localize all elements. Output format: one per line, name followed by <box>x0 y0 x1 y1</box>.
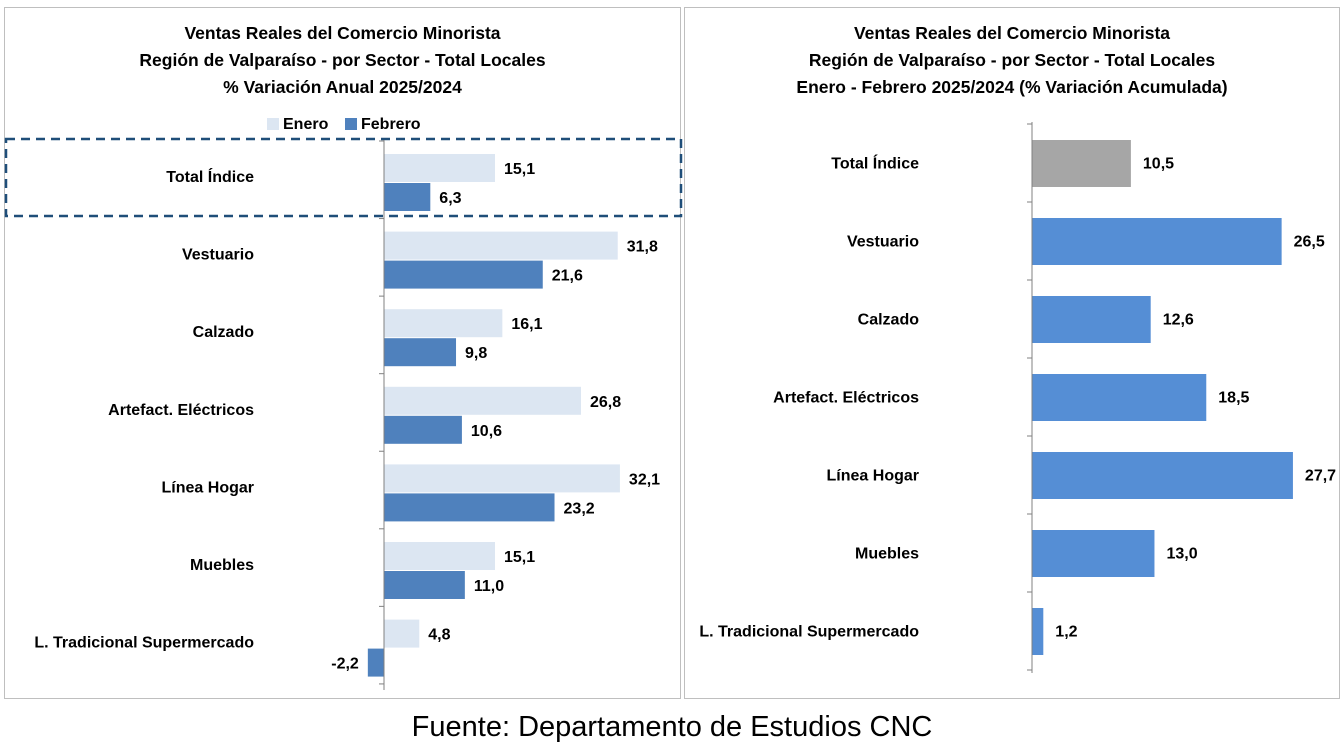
category-label-total-indice: Total Índice <box>166 167 254 186</box>
value-label-total-indice: 10,5 <box>1143 156 1174 173</box>
bar-enero-l-tradicional-supermercado <box>384 619 420 648</box>
bar-febrero-l-tradicional-supermercado <box>367 648 384 677</box>
chart-title-line-2: Región de Valparaíso - por Sector - Tota… <box>808 50 1216 70</box>
category-label-vestuario: Vestuario <box>182 247 254 264</box>
bar-enero-linea-hogar <box>384 464 620 493</box>
bar-enero-total-indice <box>384 154 495 182</box>
value-label-linea-hogar: 27,7 <box>1305 468 1336 485</box>
value-label-enero-l-tradicional-supermercado: 4,8 <box>428 627 450 644</box>
legend-label-enero: Enero <box>283 116 329 133</box>
legend-swatch-enero <box>267 118 279 130</box>
chart-title-cumulative: Ventas Reales del Comercio Minorista Reg… <box>685 20 1339 101</box>
category-group-muebles: Muebles 13,0 <box>855 530 1198 577</box>
bar-febrero-muebles <box>384 571 465 599</box>
value-label-enero-calzado: 16,1 <box>511 316 542 333</box>
value-label-febrero-calzado: 9,8 <box>465 345 487 362</box>
value-label-febrero-vestuario: 21,6 <box>552 268 583 285</box>
category-group-l-tradicional-supermercado: L. Tradicional Supermercado 4,8 -2,2 <box>34 619 451 677</box>
bar-artefact-electricos <box>1032 374 1207 421</box>
category-group-total-indice: Total Índice 15,1 6,3 <box>166 154 535 211</box>
chart-title-line-3: Enero - Febrero 2025/2024 (% Variación A… <box>796 77 1228 97</box>
value-label-calzado: 12,6 <box>1163 312 1194 329</box>
category-label-calzado: Calzado <box>193 324 255 341</box>
category-group-total-indice: Total Índice 10,5 <box>831 140 1174 187</box>
category-group-l-tradicional-supermercado: L. Tradicional Supermercado 1,2 <box>699 608 1078 655</box>
category-group-muebles: Muebles 15,111,0 <box>190 542 535 599</box>
category-label-linea-hogar: Línea Hogar <box>162 479 254 496</box>
category-group-artefact-electricos: Artefact. Eléctricos 18,5 <box>773 374 1250 421</box>
category-label-l-tradicional-supermercado: L. Tradicional Supermercado <box>699 624 919 641</box>
value-label-enero-total-indice: 15,1 <box>504 161 535 178</box>
value-label-enero-muebles: 15,1 <box>504 549 535 566</box>
category-label-muebles: Muebles <box>855 546 919 563</box>
bar-febrero-calzado <box>384 338 457 367</box>
category-group-calzado: Calzado 12,6 <box>858 296 1194 343</box>
value-label-febrero-artefact-electricos: 10,6 <box>471 423 502 440</box>
bar-vestuario <box>1032 218 1282 265</box>
category-group-vestuario: Vestuario 26,5 <box>847 218 1325 265</box>
bar-linea-hogar <box>1032 452 1293 499</box>
category-label-calzado: Calzado <box>858 312 920 329</box>
category-label-linea-hogar: Línea Hogar <box>827 468 919 485</box>
source-caption: Fuente: Departamento de Estudios CNC <box>411 711 933 743</box>
chart-title-line-3: % Variación Anual 2025/2024 <box>223 77 462 97</box>
bar-febrero-linea-hogar <box>384 493 555 522</box>
value-label-enero-linea-hogar: 32,1 <box>629 471 660 488</box>
value-label-febrero-l-tradicional-supermercado: -2,2 <box>331 656 359 673</box>
value-label-febrero-muebles: 11,0 <box>474 578 504 595</box>
category-group-linea-hogar: Línea Hogar 32,1 23,2 <box>162 464 660 522</box>
bar-febrero-vestuario <box>384 260 543 289</box>
bar-febrero-artefact-electricos <box>384 415 462 444</box>
chart-title-line-1: Ventas Reales del Comercio Minorista <box>853 23 1171 43</box>
category-label-l-tradicional-supermercado: L. Tradicional Supermercado <box>34 635 254 652</box>
category-group-calzado: Calzado 16,1 9,8 <box>193 309 543 367</box>
value-label-muebles: 13,0 <box>1166 546 1197 563</box>
value-label-febrero-total-indice: 6,3 <box>439 190 461 207</box>
category-group-vestuario: Vestuario 31,8 21,6 <box>182 231 658 289</box>
bar-total-indice <box>1032 140 1131 187</box>
category-label-artefact-electricos: Artefact. Eléctricos <box>773 390 919 407</box>
value-label-l-tradicional-supermercado: 1,2 <box>1055 624 1077 641</box>
bar-enero-muebles <box>384 542 495 570</box>
bar-l-tradicional-supermercado <box>1032 608 1044 655</box>
bar-muebles <box>1032 530 1155 577</box>
chart-annual-plot: Enero Febrero Total Índice 15,1 6,3 Vestuario… <box>4 116 683 690</box>
chart-legend: Enero Febrero <box>267 116 421 133</box>
bar-febrero-total-indice <box>384 183 431 211</box>
bar-calzado <box>1032 296 1151 343</box>
bar-enero-vestuario <box>384 231 618 260</box>
chart-cumulative-plot: Total Índice 10,5 Vestuario 26,5 Calzado 12,6… <box>699 122 1336 673</box>
category-group-linea-hogar: Línea Hogar 27,7 <box>827 452 1336 499</box>
chart-title-annual: Ventas Reales del Comercio Minorista Reg… <box>5 20 680 101</box>
legend-label-febrero: Febrero <box>361 116 421 133</box>
value-label-vestuario: 26,5 <box>1294 234 1325 251</box>
value-label-enero-vestuario: 31,8 <box>627 239 658 256</box>
category-label-total-indice: Total Índice <box>831 154 919 173</box>
chart-title-line-1: Ventas Reales del Comercio Minorista <box>184 23 501 43</box>
bar-enero-calzado <box>384 309 503 338</box>
category-label-vestuario: Vestuario <box>847 234 919 251</box>
category-label-muebles: Muebles <box>190 557 254 574</box>
value-label-febrero-linea-hogar: 23,2 <box>564 500 595 517</box>
chart-panel-annual: Ventas Reales del Comercio Minorista Reg… <box>4 7 683 699</box>
chart-panel-cumulative: Ventas Reales del Comercio Minorista Reg… <box>684 7 1340 699</box>
chart-title-line-2: Región de Valparaíso - por Sector - Tota… <box>139 50 546 70</box>
value-label-enero-artefact-electricos: 26,8 <box>590 394 621 411</box>
bar-enero-artefact-electricos <box>384 386 581 415</box>
highlight-box-total-indice <box>4 137 683 218</box>
legend-swatch-febrero <box>345 118 357 130</box>
category-group-artefact-electricos: Artefact. Eléctricos 26,8 10,6 <box>108 386 621 444</box>
value-label-artefact-electricos: 18,5 <box>1218 390 1249 407</box>
category-label-artefact-electricos: Artefact. Eléctricos <box>108 402 254 419</box>
